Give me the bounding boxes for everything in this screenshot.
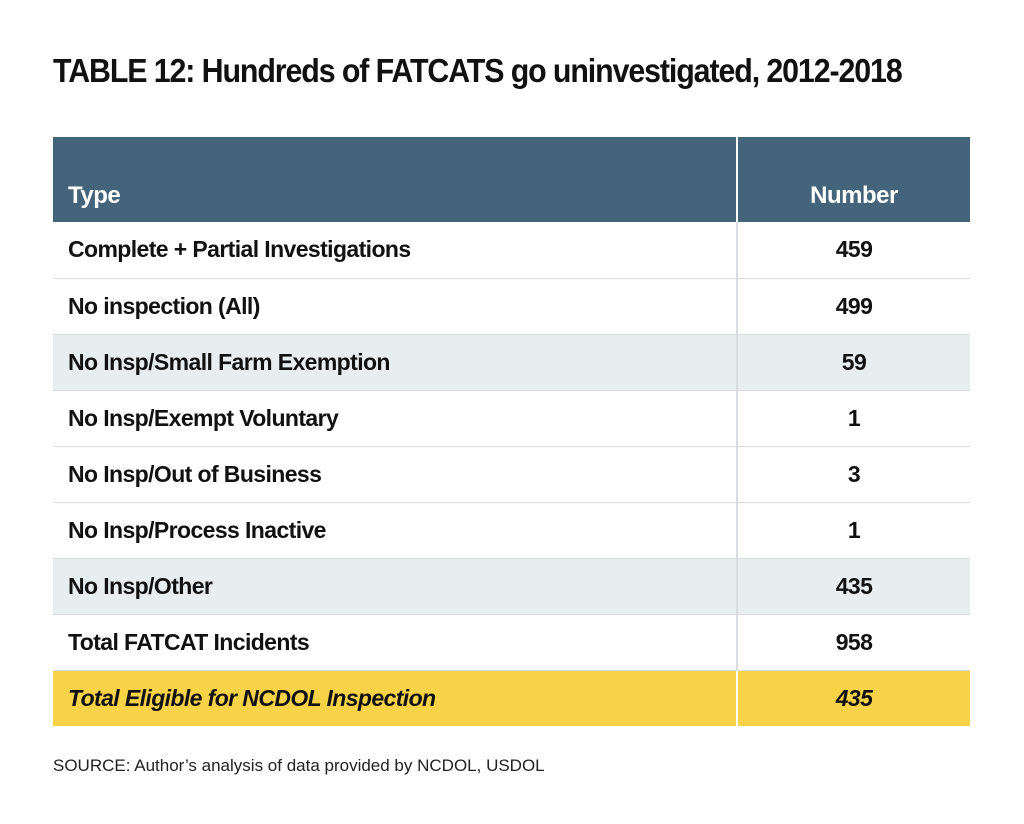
row-number: 435: [736, 558, 970, 615]
table-row: Complete + Partial Investigations 459: [53, 222, 970, 279]
table-row: No Insp/Exempt Voluntary 1: [53, 390, 970, 447]
row-type: No Insp/Other: [53, 558, 737, 615]
row-type: No Insp/Small Farm Exemption: [53, 334, 737, 391]
table-row: No Insp/Process Inactive 1: [53, 502, 970, 559]
row-type: Total FATCAT Incidents: [53, 614, 737, 671]
data-table: Type Number Complete + Partial Investiga…: [53, 137, 970, 726]
row-type: Complete + Partial Investigations: [53, 222, 737, 279]
table-title: TABLE 12: Hundreds of FATCATS go uninves…: [53, 52, 903, 89]
row-type: No Insp/Out of Business: [53, 446, 737, 503]
header-row: Type Number: [53, 137, 970, 222]
table-row: No Insp/Out of Business 3: [53, 446, 970, 503]
row-type: No Insp/Exempt Voluntary: [53, 390, 737, 447]
highlight-row: Total Eligible for NCDOL Inspection 435: [53, 670, 970, 726]
row-number: 499: [736, 278, 970, 335]
row-number: 958: [736, 614, 970, 671]
row-type: Total Eligible for NCDOL Inspection: [53, 670, 737, 726]
row-number: 1: [736, 390, 970, 447]
table-row: No Insp/Small Farm Exemption 59: [53, 334, 970, 391]
table-row: Total FATCAT Incidents 958: [53, 614, 970, 671]
column-header-number: Number: [736, 137, 970, 222]
row-number: 459: [736, 222, 970, 279]
table-row: No Insp/Other 435: [53, 558, 970, 615]
row-number: 59: [736, 334, 970, 391]
row-type: No inspection (All): [53, 278, 737, 335]
row-number: 3: [736, 446, 970, 503]
source-note: SOURCE: Author’s analysis of data provid…: [53, 756, 545, 775]
row-number: 1: [736, 502, 970, 559]
row-number: 435: [736, 670, 970, 726]
table-row: No inspection (All) 499: [53, 278, 970, 335]
row-type: No Insp/Process Inactive: [53, 502, 737, 559]
column-header-type: Type: [53, 137, 737, 222]
